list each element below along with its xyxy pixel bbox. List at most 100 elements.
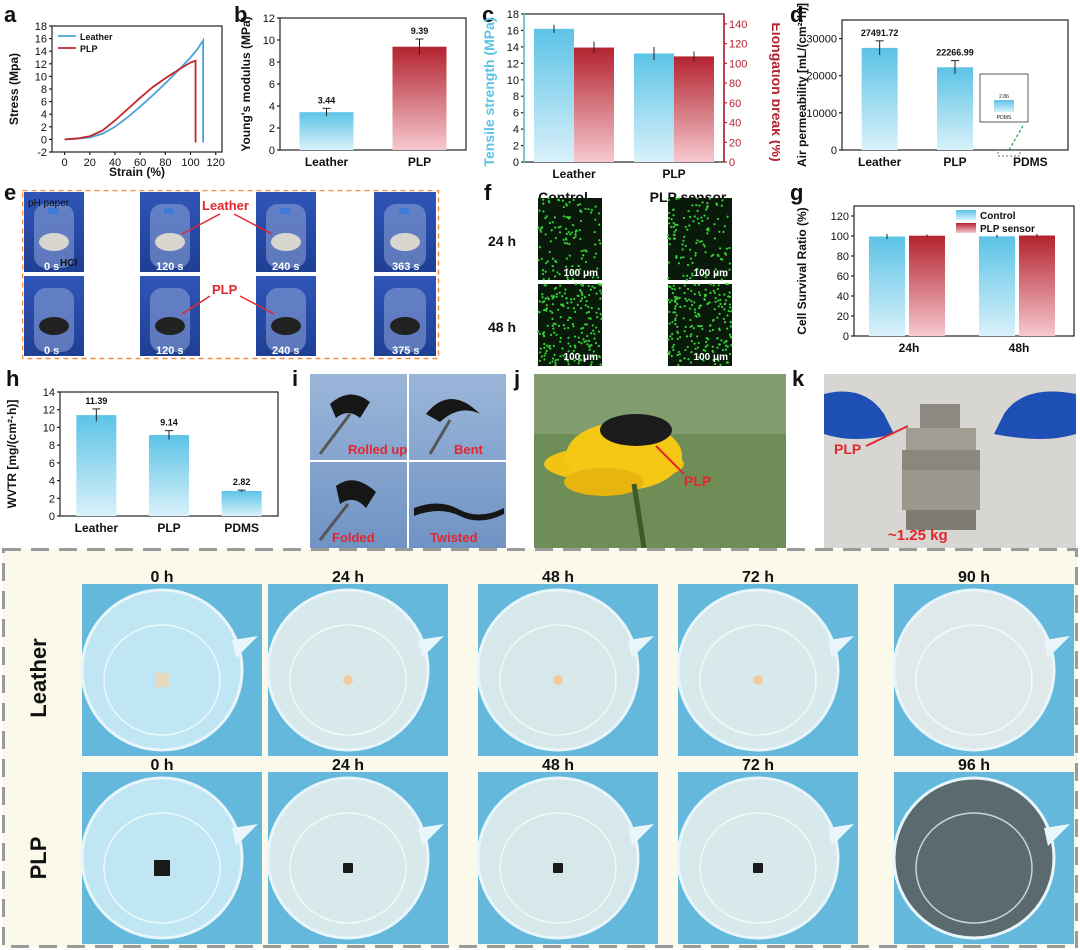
cell-dot bbox=[540, 355, 543, 358]
y-tick-label: 10 bbox=[35, 71, 47, 83]
cell-dot bbox=[587, 284, 590, 288]
cell-dot bbox=[723, 303, 726, 306]
cell-dot bbox=[683, 235, 686, 238]
caption-twisted: Twisted bbox=[430, 530, 477, 545]
cell-dot bbox=[693, 215, 696, 218]
cell-dot bbox=[678, 296, 681, 300]
panel-e-label: e bbox=[4, 180, 17, 205]
cell-dot bbox=[728, 246, 731, 250]
time-label: 72 h bbox=[742, 569, 774, 586]
cell-dot bbox=[554, 226, 557, 229]
leather-arrow-right bbox=[233, 213, 273, 235]
cell-dot bbox=[672, 348, 675, 351]
row-label-plp: PLP bbox=[26, 837, 51, 880]
cell-dot bbox=[559, 355, 562, 358]
cell-dot bbox=[697, 222, 701, 225]
cell-dot bbox=[726, 314, 729, 317]
cell-dot bbox=[727, 295, 730, 298]
series-line-leather bbox=[64, 37, 205, 143]
cell-dot bbox=[706, 206, 709, 209]
cell-dot bbox=[543, 358, 546, 361]
cell-dot bbox=[720, 278, 723, 281]
legend-swatch bbox=[956, 223, 976, 233]
x-axis-label: Strain (%) bbox=[109, 165, 165, 179]
cell-dot bbox=[546, 296, 549, 299]
cell-dot bbox=[568, 254, 571, 257]
cell-dot bbox=[700, 325, 703, 328]
cell-dot bbox=[674, 323, 677, 326]
cell-dot bbox=[697, 312, 700, 316]
cell-dot bbox=[670, 299, 673, 302]
cell-dot bbox=[690, 339, 693, 343]
y-tick-label: 4 bbox=[269, 101, 275, 113]
cell-dot bbox=[566, 268, 569, 271]
cell-dot bbox=[597, 330, 601, 333]
cell-dot bbox=[677, 350, 680, 354]
beaker-spout bbox=[232, 824, 258, 846]
cell-dot bbox=[582, 338, 585, 341]
cell-dot bbox=[579, 268, 582, 271]
cell-dot bbox=[670, 217, 673, 221]
cell-dot bbox=[576, 303, 579, 306]
y-tick-label: 10 bbox=[263, 35, 275, 47]
cell-dot bbox=[689, 318, 692, 322]
cell-dot bbox=[693, 283, 696, 287]
cell-dot bbox=[674, 300, 677, 304]
cell-dot bbox=[573, 335, 577, 338]
chart-air-permeability: 0 10000 20000 30000 Leather 27491.72 PLP 22266.… bbox=[795, 3, 1069, 169]
y-tick-label: 14 bbox=[43, 387, 55, 399]
y-tick-label: 16 bbox=[507, 25, 519, 37]
cell-dot bbox=[698, 204, 701, 207]
cell-dot bbox=[682, 216, 685, 220]
cell-dot bbox=[596, 267, 599, 270]
y-tick-label: 8 bbox=[41, 84, 47, 96]
cell-dot bbox=[558, 199, 561, 202]
cell-dot bbox=[551, 311, 554, 314]
y-tick-label: 18 bbox=[507, 9, 519, 21]
cell-dot bbox=[719, 363, 722, 366]
cell-dot bbox=[566, 278, 569, 281]
cell-dot bbox=[567, 342, 570, 345]
cell-dot bbox=[580, 327, 583, 330]
cell-dot bbox=[561, 295, 564, 298]
cell-dot bbox=[698, 305, 701, 308]
cell-dot bbox=[669, 335, 672, 338]
cell-dot bbox=[593, 256, 596, 259]
cell-dot bbox=[583, 357, 586, 360]
cell-dot bbox=[599, 313, 602, 316]
cell-dot bbox=[670, 355, 673, 358]
cell-dot bbox=[668, 211, 671, 215]
cell-dot bbox=[692, 220, 695, 223]
time-label: 48 h bbox=[542, 569, 574, 586]
cell-dot bbox=[674, 311, 677, 314]
cell-dot bbox=[713, 237, 716, 240]
cell-dot bbox=[726, 327, 729, 330]
legend-label: PLP bbox=[80, 44, 98, 54]
cell-dot bbox=[683, 357, 686, 360]
time-label: 240 s bbox=[272, 345, 300, 357]
cell-dot bbox=[676, 353, 679, 357]
y-right-tick-label: 120 bbox=[729, 39, 747, 51]
y-tick-label: 12 bbox=[43, 405, 55, 417]
cell-dot bbox=[597, 344, 600, 348]
y-right-tick-label: 40 bbox=[729, 118, 741, 130]
inset-pointer-arrow bbox=[1008, 123, 1025, 151]
cell-dot bbox=[716, 346, 719, 349]
cell-dot bbox=[566, 301, 569, 304]
cell-dot bbox=[545, 349, 548, 353]
cell-dot bbox=[547, 277, 551, 280]
cell-dot bbox=[590, 332, 593, 335]
cell-dot bbox=[668, 237, 671, 240]
cell-dot bbox=[718, 230, 721, 233]
cell-dot bbox=[584, 249, 587, 252]
bar-control bbox=[869, 236, 905, 336]
beaker-inner-rim bbox=[289, 812, 407, 924]
beaker-spout bbox=[418, 824, 444, 846]
y-tick-label: 8 bbox=[49, 440, 55, 452]
x-category-label: PLP bbox=[157, 521, 180, 535]
cell-dot bbox=[683, 330, 686, 333]
cell-dot bbox=[675, 197, 678, 201]
cell-dot bbox=[549, 333, 553, 336]
row-label-leather: Leather bbox=[26, 638, 51, 718]
cell-dot bbox=[551, 257, 555, 260]
